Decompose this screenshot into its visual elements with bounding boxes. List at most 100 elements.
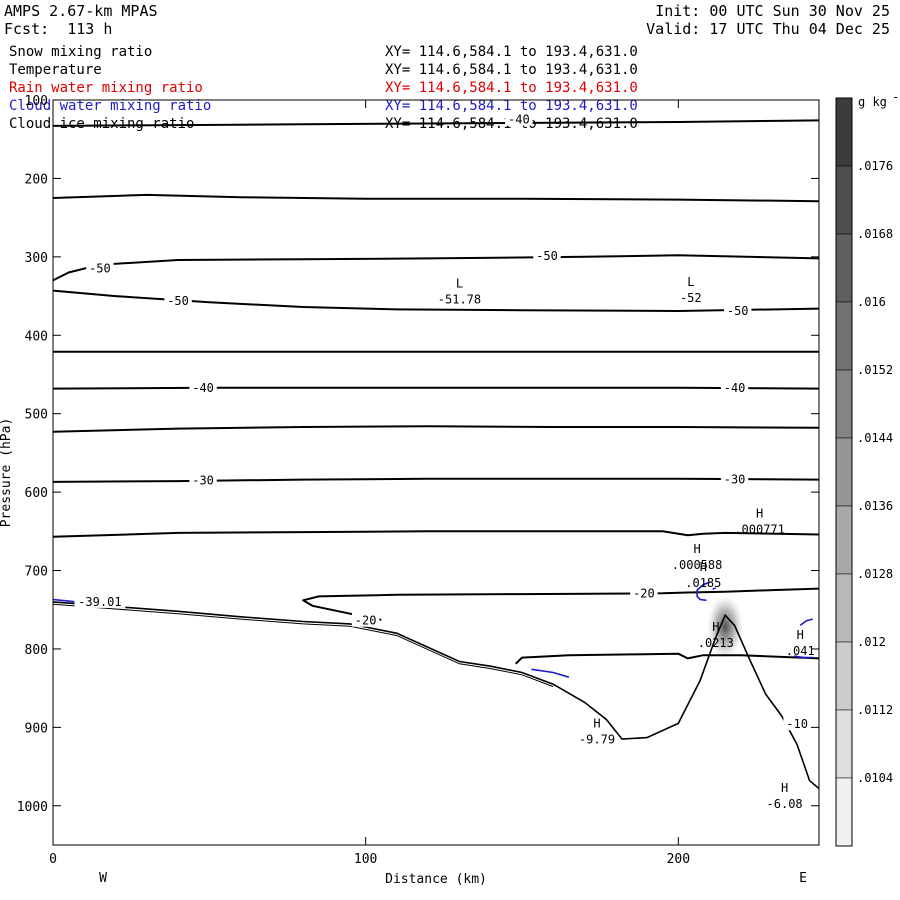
colorbar-bin (835, 437, 853, 507)
contour-label-bg (630, 585, 658, 600)
contour-label: -30 (724, 473, 746, 487)
cloud-water-contour (712, 587, 717, 591)
colorbar-bin (835, 165, 853, 235)
temperature-contour (52, 530, 820, 538)
contour-label-bg (74, 593, 126, 608)
temperature-contour (52, 289, 820, 312)
colorbar-bin (835, 641, 853, 711)
variable-name: Snow mixing ratio (9, 44, 153, 60)
init-time: Init: 00 UTC Sun 30 Nov 25 (655, 2, 890, 20)
contour-label: -20 (633, 586, 655, 600)
temperature-contour (52, 254, 820, 282)
colorbar-bin (835, 573, 853, 643)
contour-label: -50 (89, 262, 111, 276)
contour-label: -30 (192, 473, 214, 487)
extremum-marker: H (712, 620, 719, 634)
terrain-line (52, 601, 820, 790)
colorbar-tick-label: .0176 (857, 159, 893, 173)
extremum-value: -9.79 (579, 733, 615, 747)
contour-label: -50 (167, 294, 189, 308)
colorbar-unit: g kg (858, 95, 887, 109)
variable-xy: XY= 114.6,584.1 to 193.4,631.0 (385, 62, 638, 78)
colorbar-tick-label: .0144 (857, 431, 893, 445)
colorbar-tick-label: .016 (857, 295, 886, 309)
extremum-value: .041 (786, 644, 815, 658)
contour-label: -39.01 (78, 595, 121, 609)
y-tick-label: 300 (25, 251, 48, 266)
colorbar-tick-label: .0128 (857, 567, 893, 581)
colorbar-bin (835, 97, 853, 167)
extremum-marker: H (797, 628, 804, 642)
colorbar-tick-label: .0136 (857, 499, 893, 513)
x-axis-label: Distance (km) (385, 872, 487, 887)
y-axis-label: Pressure (hPa) (0, 418, 14, 528)
contour-label-bg (783, 716, 811, 731)
colorbar-frame (835, 97, 853, 847)
temperature-contour (52, 386, 820, 390)
extremum-marker: H (756, 506, 763, 520)
contour-label-bg (86, 260, 114, 275)
contour-label: -40 (724, 381, 746, 395)
contour-label: -20 (355, 614, 377, 628)
colorbar-unit-exponent: -1 (892, 90, 900, 104)
colorbar-bin (835, 233, 853, 303)
contour-label-bg (189, 379, 217, 394)
extremum-value: -6.08 (767, 797, 803, 811)
variable-name: Cloud ice mixing ratio (9, 116, 195, 132)
model-title: AMPS 2.67-km MPAS (4, 2, 158, 20)
contour-label: -50 (727, 304, 749, 318)
extremum-value: .0213 (698, 636, 734, 650)
colorbar-tick-label: .012 (857, 635, 886, 649)
contour-label: -50 (536, 249, 558, 263)
cloud-water-contour (531, 668, 570, 678)
colorbar-bin (835, 301, 853, 371)
extremum-value: -51.78 (438, 293, 481, 307)
y-tick-label: 900 (25, 721, 48, 736)
extremum-marker: H (593, 717, 600, 731)
temperature-contour (514, 652, 820, 665)
valid-time: Valid: 17 UTC Thu 04 Dec 25 (646, 20, 890, 38)
terrain-line-lower (52, 603, 554, 688)
plot-frame (52, 99, 820, 846)
contour-label-bg (533, 248, 561, 263)
contour-label-bg (724, 302, 752, 317)
x-tick-label: 200 (667, 852, 690, 867)
variable-xy: XY= 114.6,584.1 to 193.4,631.0 (385, 80, 638, 96)
cloud-water-contour (696, 581, 710, 602)
x-tick-label: 0 (49, 852, 57, 867)
forecast-hour: Fcst: 113 h (4, 20, 113, 38)
y-tick-label: 400 (25, 329, 48, 344)
east-label: E (799, 871, 807, 886)
extremum-value: .0185 (685, 576, 721, 590)
y-tick-label: 1000 (17, 800, 48, 815)
colorbar-tick-label: .0168 (857, 227, 893, 241)
y-tick-label: 800 (25, 643, 48, 658)
temperature-contour (52, 477, 820, 483)
temperature-contour (302, 587, 820, 621)
temperature-contour (52, 425, 820, 433)
x-tick-label: 100 (354, 852, 377, 867)
colorbar-bin (835, 369, 853, 439)
y-tick-label: 500 (25, 408, 48, 423)
contour-label-bg (505, 111, 533, 126)
temperature-contour (52, 193, 820, 203)
colorbar-bin (835, 709, 853, 779)
extremum-value: .000588 (672, 558, 723, 572)
extremum-value: .000771 (734, 522, 785, 536)
cloud-water-contour (799, 618, 813, 627)
variable-xy: XY= 114.6,584.1 to 193.4,631.0 (385, 98, 638, 114)
contour-label-bg (164, 292, 192, 307)
variable-xy: XY= 114.6,584.1 to 193.4,631.0 (385, 44, 638, 60)
extremum-marker: L (456, 277, 463, 291)
cloud-ice-shading (707, 594, 744, 659)
colorbar-tick-label: .0152 (857, 363, 893, 377)
variable-name: Temperature (9, 62, 102, 78)
colorbar-tick-label: .0112 (857, 703, 893, 717)
contour-label: -10 (786, 717, 808, 731)
colorbar-tick-label: .0104 (857, 771, 893, 785)
contour-label: -40 (508, 113, 530, 127)
y-tick-label: 100 (25, 94, 48, 109)
y-tick-label: 200 (25, 172, 48, 187)
extremum-marker: H (693, 542, 700, 556)
